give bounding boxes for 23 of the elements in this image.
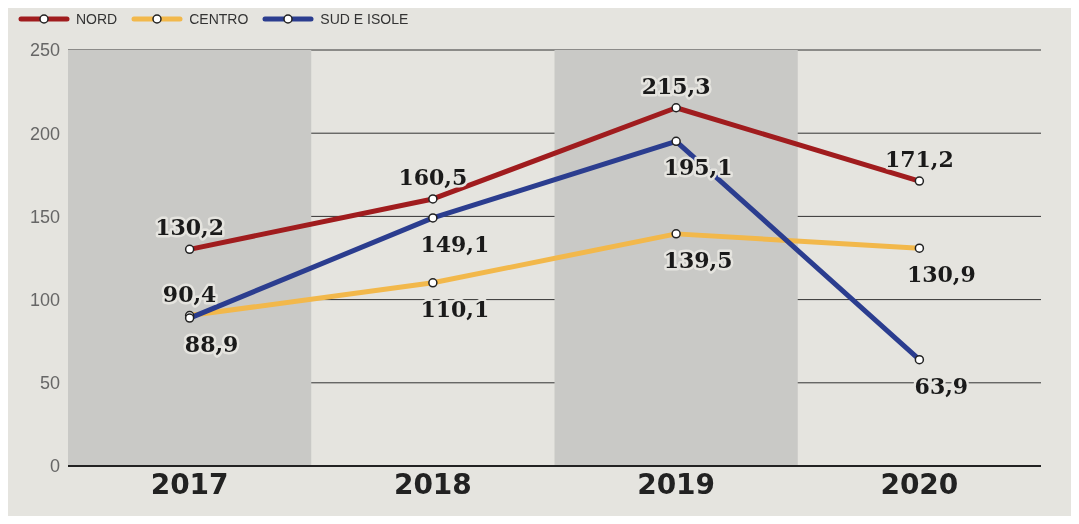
data-label: 171,2: [884, 146, 954, 173]
data-label: 88,9: [184, 331, 239, 358]
data-label: 139,5: [663, 246, 733, 273]
x-tick-label: 2018: [393, 467, 472, 501]
data-label: 130,2: [155, 214, 225, 241]
y-tick-label: 50: [39, 373, 60, 394]
data-label: 130,9: [906, 261, 976, 288]
y-tick-label: 200: [29, 123, 60, 144]
data-label: 90,4: [162, 280, 217, 307]
y-tick-label: 0: [49, 456, 60, 477]
legend-label: NORD: [76, 11, 118, 27]
data-label: 110,1: [420, 295, 490, 322]
y-tick-label: 150: [29, 206, 60, 227]
y-tick-label: 100: [29, 289, 60, 310]
x-tick-label: 2017: [150, 467, 229, 501]
legend-label: CENTRO: [189, 11, 249, 27]
y-tick-label: 250: [29, 40, 60, 61]
data-label: 215,3: [641, 72, 711, 99]
data-label: 149,1: [420, 230, 490, 257]
x-tick-label: 2020: [880, 467, 959, 501]
data-label: 160,5: [398, 163, 468, 190]
x-tick-label: 2019: [637, 467, 716, 501]
legend-label: SUD E ISOLE: [320, 11, 409, 27]
